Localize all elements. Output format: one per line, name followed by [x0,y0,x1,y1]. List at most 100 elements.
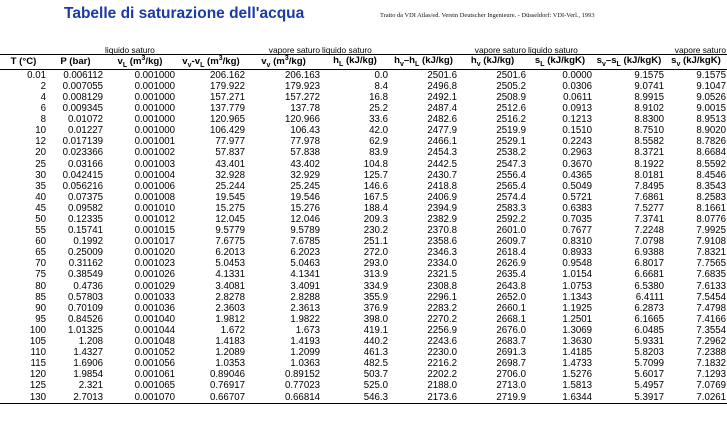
cell-vl: 0.001065 [134,380,175,392]
cell-vl: 0.001002 [134,147,175,159]
col-temperature: T (°C) [0,53,47,71]
cell-vv-vl: 1.2089 [215,347,245,359]
cell-vl: 0.001010 [134,203,175,214]
cell-vv: 15.276 [290,203,320,214]
cell-hv-hl: 2202.2 [427,369,457,381]
cell-hv-hl: 2482.6 [427,114,457,126]
cell-hv-hl: 2501.6 [427,69,457,81]
cell-hl: 355.9 [363,291,388,303]
cell-p: 0.84526 [67,314,103,325]
cell-vv: 5.0463 [290,258,320,270]
cell-hl: 272.0 [363,247,388,259]
cell-t: 20 [35,147,46,159]
cell-hv: 2505.2 [496,81,526,92]
table-row: 70 0.31162 0.001023 5.0453 5.0463 293.0 2334.0… [0,259,727,270]
cell-sv: 9.0015 [696,103,726,115]
cell-sv: 7.1832 [696,358,726,370]
cell-p: 1.01325 [67,325,103,336]
cell-hl: 104.8 [363,158,388,170]
cell-sl: 1.4733 [562,358,592,370]
cell-hv: 2668.1 [496,314,526,325]
cell-vv: 1.673 [295,325,320,336]
table-row: 30 0.042415 0.001004 32.928 32.929 125.7 2430.… [0,170,727,181]
cell-hv: 2719.9 [458,391,527,404]
table-row: 40 0.07375 0.001008 19.545 19.546 167.5 2406.9… [0,192,727,203]
cell-vl: 0.001026 [134,269,175,281]
cell-hl: 376.9 [363,303,388,314]
cell-sl: 1.6344 [527,391,593,404]
table-row: 115 1.6906 0.001056 1.0353 1.0363 482.5 2216.2… [0,359,727,370]
cell-sl: 0.5049 [562,181,592,192]
cell-vl: 0.001070 [104,391,176,404]
cell-hl: 167.5 [363,192,388,203]
table-row: 75 0.38549 0.001026 4.1331 4.1341 313.9 2321.5… [0,270,727,281]
cell-vv-vl: 0.76917 [209,380,245,392]
cell-hl: 0.0 [374,69,388,81]
cell-sl: 0.0611 [563,92,592,103]
cell-sv: 8.1661 [696,203,726,214]
cell-hl: 209.3 [363,214,388,225]
cell-sv-sl: 5.9331 [634,336,664,348]
cell-hv-hl: 2243.6 [427,336,457,348]
cell-t: 105 [29,336,46,348]
cell-sv-sl: 7.0798 [634,236,664,248]
cell-hl: 482.5 [363,358,388,370]
cell-vv: 2.3613 [290,303,320,314]
cell-sv: 7.3554 [696,325,726,336]
cell-hl: 546.3 [321,391,389,404]
cell-t: 70 [35,258,46,270]
col-hv-hl: hv–hL (kJ/kg) [389,53,458,71]
cell-hv: 2643.8 [496,280,526,292]
cell-sv-sl: 8.5582 [634,136,664,148]
table-row: 90 0.70109 0.001036 2.3603 2.3613 376.9 2283.2… [0,303,727,314]
cell-sv-sl: 8.7510 [634,125,664,137]
cell-hl: 16.8 [369,92,388,103]
cell-sv-sl: 6.2873 [634,303,664,314]
cell-t: 60 [35,236,46,248]
cell-vv-vl: 206.162 [209,69,245,81]
cell-vl: 0.001012 [134,214,175,225]
cell-vv: 7.6785 [290,236,320,248]
cell-sv: 7.7565 [696,258,726,270]
cell-hv: 2683.7 [496,336,526,348]
cell-sv: 7.9925 [696,225,726,237]
cell-vv-vl: 5.0453 [215,258,245,270]
cell-t: 2 [40,81,46,92]
group-vapor-left: vapore saturo [268,44,320,55]
cell-sl: 1.0154 [562,269,592,281]
cell-vv: 3.4091 [290,280,320,292]
cell-sv-sl: 6.8017 [634,258,664,270]
cell-p: 0.57803 [67,291,103,303]
cell-hv: 2565.4 [496,181,526,192]
cell-t: 130 [0,391,47,404]
cell-hv-hl: 2487.4 [427,103,457,115]
cell-sv: 7.0261 [665,391,727,404]
cell-vv-vl: 9.5779 [215,225,245,237]
cell-sl: 0.7677 [562,225,592,237]
cell-hl: 503.7 [363,369,388,381]
cell-sv-sl: 6.0485 [634,325,664,336]
cell-vv-vl: 3.4081 [215,280,245,292]
cell-sl: 1.2501 [562,314,592,325]
col-vv: vv (m3/kg) [246,53,321,71]
cell-vl: 0.001008 [134,192,175,203]
cell-hv: 2713.0 [496,380,526,392]
cell-hv: 2547.3 [496,158,526,170]
cell-t: 6 [40,103,46,115]
cell-hl: 334.9 [363,280,388,292]
cell-vv: 9.5789 [290,225,320,237]
cell-vv-vl: 120.965 [209,114,245,126]
cell-hv-hl: 2358.6 [427,236,457,248]
cell-hv-hl: 2370.8 [427,225,457,237]
cell-sl: 0.6383 [562,203,592,214]
cell-vl: 0.001052 [134,347,175,359]
cell-sl: 1.0753 [562,280,592,292]
table-row: 2 0.007055 0.001000 179.922 179.923 8.4 2496.8… [0,81,727,92]
cell-p: 0.007055 [62,81,103,92]
cell-p: 0.25009 [67,247,103,259]
cell-p: 0.023366 [62,147,103,159]
cell-vl: 0.001048 [134,336,175,348]
cell-p: 0.38549 [67,269,103,281]
cell-sv: 8.2583 [696,192,726,203]
cell-vv: 179.923 [284,81,320,92]
